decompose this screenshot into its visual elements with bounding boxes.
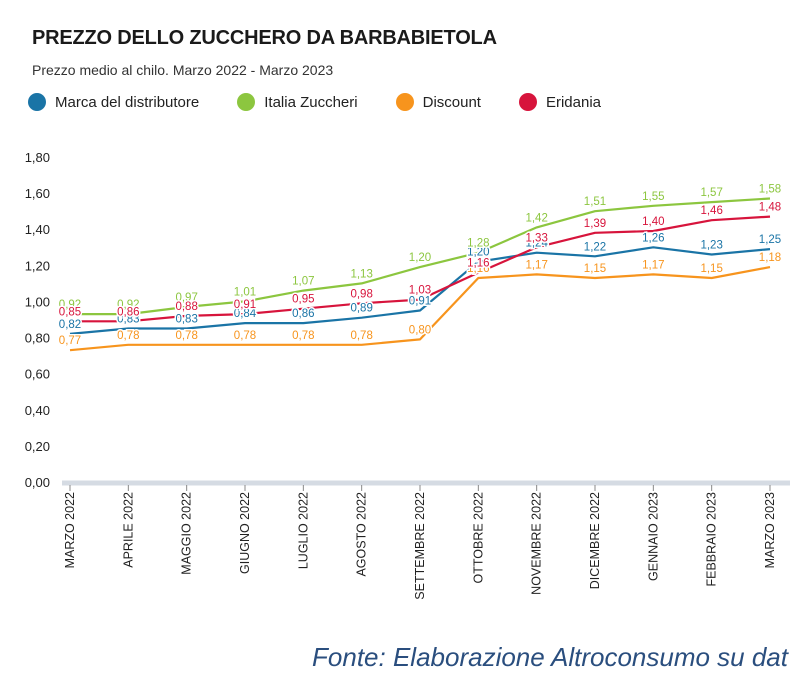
legend: Marca del distributore Italia Zuccheri D… [28, 93, 639, 111]
y-tick-label: 1,80 [25, 150, 50, 165]
x-tick-label: GENNAIO 2023 [646, 492, 660, 581]
data-label: 0,91 [409, 295, 431, 307]
chart-title: PREZZO DELLO ZUCCHERO DA BARBABIETOLA [32, 27, 497, 49]
legend-item-eridania: Eridania [518, 93, 602, 111]
data-label: 0,92 [59, 299, 81, 311]
series-line-3 [70, 215, 771, 323]
series-line-0 [69, 246, 771, 335]
data-label: 0,77 [59, 335, 81, 347]
data-label: 1,07 [292, 276, 314, 288]
data-label: 0,91 [234, 299, 256, 311]
x-tick-label: DICEMBRE 2022 [588, 492, 602, 589]
data-label: 0,78 [350, 330, 372, 342]
legend-item-discount: Discount [395, 93, 481, 111]
data-label: 0,86 [292, 308, 314, 320]
y-tick-label: 0,40 [25, 403, 50, 418]
y-tick-label: 0,80 [25, 331, 50, 346]
y-tick-label: 0,20 [25, 439, 50, 454]
data-label: 1,57 [700, 187, 722, 199]
data-label: 0,78 [175, 330, 197, 342]
data-label: 1,24 [525, 238, 548, 250]
y-tick-label: 0,60 [25, 367, 50, 382]
data-label: 0,78 [292, 330, 314, 342]
data-label: 1,40 [642, 216, 664, 228]
data-label: 0,82 [59, 319, 81, 331]
data-label: 1,28 [467, 238, 489, 250]
data-label: 1,46 [700, 205, 722, 217]
y-tick-label: 1,40 [25, 222, 50, 237]
x-tick-label: AGOSTO 2022 [355, 492, 369, 577]
legend-label-marca-distributore: Marca del distributore [55, 93, 200, 111]
x-tick-label: SETTEMBRE 2022 [413, 492, 427, 600]
legend-label-discount: Discount [422, 93, 481, 111]
data-label: 0,83 [175, 314, 197, 326]
data-label: 0,98 [350, 288, 372, 300]
data-label: 1,22 [584, 241, 606, 253]
data-label: 1,15 [700, 263, 722, 275]
data-label: 1,55 [642, 191, 664, 203]
data-label: 1,17 [525, 259, 547, 271]
data-label: 1,01 [234, 286, 256, 298]
data-label: 1,26 [642, 232, 664, 244]
series-line-2 [69, 266, 771, 352]
data-label: 1,20 [409, 252, 431, 264]
data-label: 0,85 [59, 306, 81, 318]
x-tick-label: APRILE 2022 [121, 492, 135, 568]
legend-item-marca-distributore: Marca del distributore [28, 93, 199, 111]
data-label: 1,17 [642, 259, 664, 271]
x-tick-label: MARZO 2022 [63, 492, 77, 568]
data-label: 1,16 [467, 263, 489, 275]
data-label: 1,03 [409, 285, 431, 297]
data-label: 1,39 [584, 218, 606, 230]
y-tick-label: 1,00 [25, 294, 50, 309]
data-label: 0,89 [350, 303, 372, 315]
data-label: 1,15 [584, 263, 606, 275]
x-tick-label: MAGGIO 2022 [180, 492, 194, 575]
y-tick-label: 0,00 [25, 475, 50, 490]
legend-label-italia-zuccheri: Italia Zuccheri [264, 93, 358, 111]
legend-swatch-discount [395, 93, 414, 111]
data-label: 0,92 [117, 299, 139, 311]
data-label: 0,97 [175, 292, 197, 304]
x-tick-label: GIUGNO 2022 [238, 492, 252, 574]
data-label: 1,18 [759, 252, 781, 264]
x-tick-label: MARZO 2023 [763, 492, 777, 568]
legend-item-italia-zuccheri: Italia Zuccheri [237, 93, 358, 111]
data-label: 1,25 [759, 234, 781, 246]
x-tick-label: NOVEMBRE 2022 [530, 492, 544, 595]
data-label: 0,80 [409, 324, 431, 336]
data-label: 1,48 [759, 202, 781, 214]
data-label: 0,88 [175, 301, 197, 313]
data-label: 0,86 [117, 306, 139, 318]
legend-label-eridania: Eridania [545, 93, 602, 111]
y-tick-label: 1,60 [25, 186, 50, 201]
data-label: 1,16 [467, 258, 489, 270]
data-label: 0,78 [234, 330, 256, 342]
x-tick-label: LUGLIO 2022 [296, 492, 310, 569]
data-label: 1,23 [700, 240, 722, 252]
data-label: 1,13 [350, 268, 372, 280]
data-label: 0,83 [117, 314, 139, 326]
source-note: Fonte: Elaborazione Altroconsumo su dat [312, 642, 788, 672]
data-label: 0,95 [292, 294, 314, 306]
data-label: 0,78 [117, 330, 139, 342]
data-label: 1,51 [584, 196, 606, 208]
data-label: 1,58 [759, 184, 781, 196]
chart-subtitle: Prezzo medio al chilo. Marzo 2022 - Marz… [32, 62, 334, 78]
legend-swatch-marca-distributore [28, 93, 46, 111]
data-label: 1,20 [467, 247, 489, 259]
x-tick-label: OTTOBRE 2022 [471, 492, 485, 584]
series-line-1 [70, 197, 771, 316]
line-chart: 0,00 0,20 0,40 0,60 0,80 1,00 1,20 1,40 1,60 1,80… [25, 150, 790, 600]
y-tick-label: 1,20 [25, 258, 50, 273]
x-tick-label: FEBBRAIO 2023 [705, 492, 719, 587]
legend-swatch-italia-zuccheri [237, 93, 256, 111]
data-label: 1,33 [525, 232, 547, 244]
data-label: 0,84 [234, 308, 257, 320]
legend-swatch-eridania [518, 93, 537, 111]
data-label: 1,42 [525, 212, 547, 224]
